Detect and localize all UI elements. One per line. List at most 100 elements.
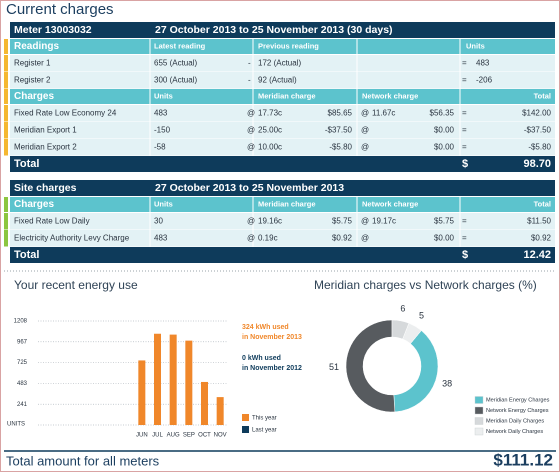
row-strip [4, 230, 8, 247]
total-label: Total [14, 158, 39, 170]
x-tick-label: JUL [152, 433, 163, 439]
column-header: Charges [14, 199, 54, 210]
y-tick-label: 725 [17, 360, 28, 366]
network-amount: $56.35 [430, 108, 455, 117]
network-rate: 11.67c [372, 108, 395, 117]
row-strip [4, 213, 8, 230]
charge-units: -58 [154, 142, 166, 151]
legend-swatch [474, 427, 484, 436]
total-label: Total [14, 249, 39, 261]
y-axis-label: UNITS [7, 422, 25, 428]
section-label: Meter 13003032 [14, 24, 92, 36]
charge-name: Fixed Rate Low Economy 24 [14, 108, 117, 117]
bar [138, 360, 146, 425]
meridian-rate: 10.00c [258, 142, 282, 151]
row-bg [10, 22, 555, 38]
column-header: Units [466, 41, 485, 50]
meridian-rate: 25.00c [258, 125, 282, 134]
x-tick-label: OCT [198, 433, 211, 439]
charge-units: 483 [154, 233, 168, 242]
meridian-rate: 17.73c [258, 108, 282, 117]
total-currency: $ [462, 158, 468, 170]
legend-swatch [474, 417, 484, 425]
footer-amount: $111.12 [493, 450, 553, 469]
x-tick-label: NOV [214, 433, 227, 439]
annotation: 0 kWh used [242, 355, 281, 362]
annotation: 324 kWh used [242, 324, 289, 331]
latest-reading: 300 (Actual) [154, 75, 197, 84]
network-amount: $5.75 [434, 216, 455, 225]
op-at: @ [247, 125, 255, 134]
op-at: @ [361, 216, 369, 225]
slice-label: 51 [329, 362, 339, 372]
charge-total: $11.50 [527, 216, 551, 225]
charge-name: Fixed Rate Low Daily [14, 216, 90, 225]
row-bg [10, 105, 555, 122]
charge-units: 483 [154, 108, 168, 117]
row-bg [10, 156, 555, 172]
x-tick-label: SEP [183, 433, 195, 439]
column-header: Total [534, 91, 551, 100]
register-name: Register 1 [14, 58, 51, 67]
row-strip [4, 105, 8, 122]
column-header: Previous reading [258, 41, 319, 50]
op-at: @ [247, 216, 255, 225]
meridian-rate: 19.16c [258, 216, 282, 225]
legend-label: Meridian Daily Charges [486, 418, 544, 424]
y-tick-label: 483 [17, 381, 28, 387]
reading-units: 483 [476, 58, 490, 67]
network-amount: $0.00 [434, 125, 455, 134]
row-bg [10, 72, 555, 89]
row-strip [4, 89, 8, 104]
row-strip [4, 39, 8, 54]
total-amount: 98.70 [523, 158, 551, 170]
row-bg [10, 122, 555, 139]
row-bg [10, 197, 555, 212]
legend-label: Network Daily Charges [486, 429, 543, 435]
network-rate: 19.17c [372, 216, 396, 225]
row-bg [10, 89, 555, 104]
footer-label: Total amount for all meters [6, 453, 160, 468]
slice-label: 6 [400, 303, 405, 313]
op-at: @ [361, 125, 369, 134]
column-header: Meridian charge [258, 199, 316, 208]
x-tick-label: JUN [136, 433, 148, 439]
network-amount: $0.00 [434, 142, 455, 151]
column-header: Latest reading [154, 41, 206, 50]
meridian-amount: -$5.80 [329, 142, 352, 151]
charge-total: $142.00 [522, 108, 551, 117]
row-bg [10, 230, 555, 247]
bar [185, 340, 193, 425]
column-header: Network charge [362, 91, 418, 100]
meridian-amount: $0.92 [332, 233, 353, 242]
row-bg [10, 180, 555, 196]
annotation: in November 2012 [242, 365, 302, 372]
op-eq: = [462, 142, 467, 151]
previous-reading: 172 (Actual) [258, 58, 301, 67]
bar [201, 381, 208, 425]
charge-name: Meridian Export 2 [14, 142, 77, 151]
column-header: Charges [14, 91, 54, 102]
op-at: @ [361, 108, 369, 117]
section-period: 27 October 2013 to 25 November 2013 (30 … [155, 24, 393, 36]
chart-title: Meridian charges vs Network charges (%) [314, 278, 537, 292]
op-eq: = [462, 233, 467, 242]
row-bg [10, 139, 555, 156]
bar [216, 397, 224, 425]
y-tick-label: 967 [17, 339, 28, 345]
total-amount: 12.42 [523, 249, 551, 261]
page-title: Current charges [6, 1, 114, 18]
column-header: Units [154, 91, 173, 100]
column-header: Meridian charge [258, 91, 316, 100]
column-header: Units [154, 199, 173, 208]
legend-swatch [474, 396, 484, 404]
op-dash: - [248, 58, 251, 67]
charge-name: Meridian Export 1 [14, 125, 77, 134]
charge-total: -$37.50 [524, 125, 552, 134]
reading-units: -206 [476, 75, 493, 84]
charge-name: Electricity Authority Levy Charge [14, 233, 130, 242]
legend-swatch [474, 406, 484, 415]
section-period: 27 October 2013 to 25 November 2013 [155, 182, 344, 194]
meridian-rate: 0.19c [258, 233, 278, 242]
